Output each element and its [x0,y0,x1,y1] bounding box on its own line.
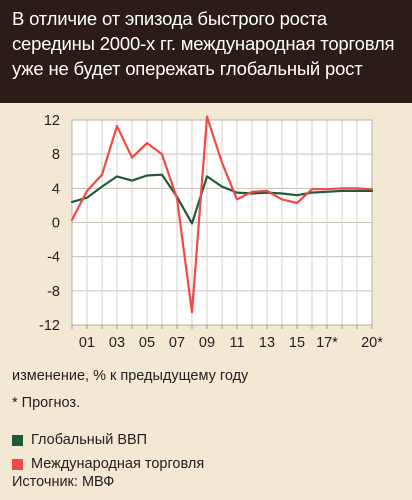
x-tick-label: 07 [169,335,185,351]
y-tick-label: -12 [39,318,60,334]
x-tick-label: 17* [316,335,338,351]
legend: Глобальный ВВП Международная торговля [12,428,204,476]
chart-area: 12 8 4 0 -4 -8 -12 01 03 05 07 09 11 13 15 17* 20* [0,103,412,373]
legend-swatch-gdp [12,434,23,446]
y-tick-label: 8 [52,147,60,163]
x-tick-label: 05 [139,335,155,351]
x-tick-label: 09 [199,335,215,351]
legend-label-gdp: Глобальный ВВП [31,432,148,448]
y-tick-label: -4 [47,250,60,266]
x-tick-label: 13 [259,335,275,351]
source-note: Источник: МВФ [12,474,115,490]
y-tick-label: 12 [44,113,60,129]
series-line-trade [70,115,374,314]
x-tick-label: 03 [109,335,125,351]
x-tick-label: 11 [229,335,244,351]
chart-title: В отличие от эпизода быстрого роста сере… [12,8,395,79]
legend-item-gdp: Глобальный ВВП [12,428,204,452]
chart-header: В отличие от эпизода быстрого роста сере… [0,0,412,103]
legend-item-trade: Международная торговля [12,452,204,476]
x-tick-label: 20* [361,335,383,351]
y-axis-caption: изменение, % к предыдущему году [12,368,249,384]
y-tick-label: 0 [52,216,60,232]
x-tick-label: 15 [289,335,305,351]
x-tick-label: 01 [79,335,95,351]
series-line-gdp [70,173,374,225]
forecast-footnote: * Прогноз. [12,395,81,411]
legend-label-trade: Международная торговля [31,456,205,472]
y-tick-label: 4 [52,181,60,197]
y-tick-label: -8 [47,284,60,300]
line-chart: 12 8 4 0 -4 -8 -12 01 03 05 07 09 11 13 15 17* 20* [39,113,383,351]
legend-swatch-trade [12,458,23,470]
